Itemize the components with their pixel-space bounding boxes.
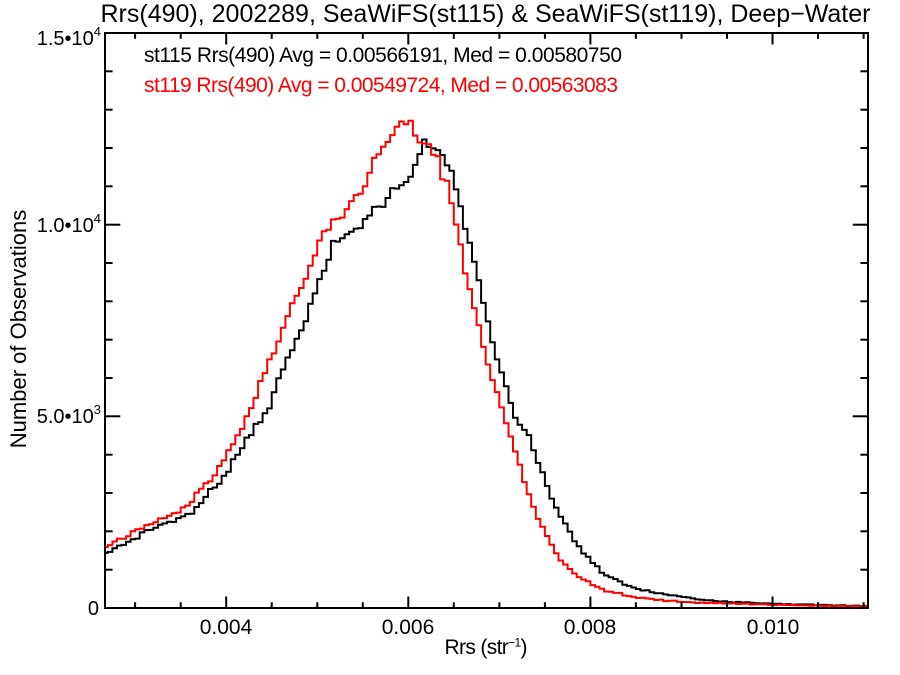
svg-text:Rrs(490), 2002289, SeaWiFS(st1: Rrs(490), 2002289, SeaWiFS(st115) & SeaW… xyxy=(101,0,871,28)
svg-text:Rrs (str−1): Rrs (str−1) xyxy=(445,636,528,660)
svg-text:0: 0 xyxy=(88,598,99,620)
svg-text:1.0•104: 1.0•104 xyxy=(37,211,101,237)
svg-text:0.008: 0.008 xyxy=(564,616,617,639)
svg-text:st115 Rrs(490) Avg = 0.0056619: st115 Rrs(490) Avg = 0.00566191, Med = 0… xyxy=(144,44,622,67)
svg-text:0.004: 0.004 xyxy=(200,616,253,639)
svg-text:Number of Observations: Number of Observations xyxy=(6,210,31,448)
svg-text:1.5•104: 1.5•104 xyxy=(37,24,101,50)
svg-text:0.006: 0.006 xyxy=(382,616,435,639)
svg-text:0.010: 0.010 xyxy=(747,616,800,639)
svg-text:st119 Rrs(490) Avg = 0.0054972: st119 Rrs(490) Avg = 0.00549724, Med = 0… xyxy=(144,74,618,97)
svg-text:5.0•103: 5.0•103 xyxy=(37,402,101,428)
